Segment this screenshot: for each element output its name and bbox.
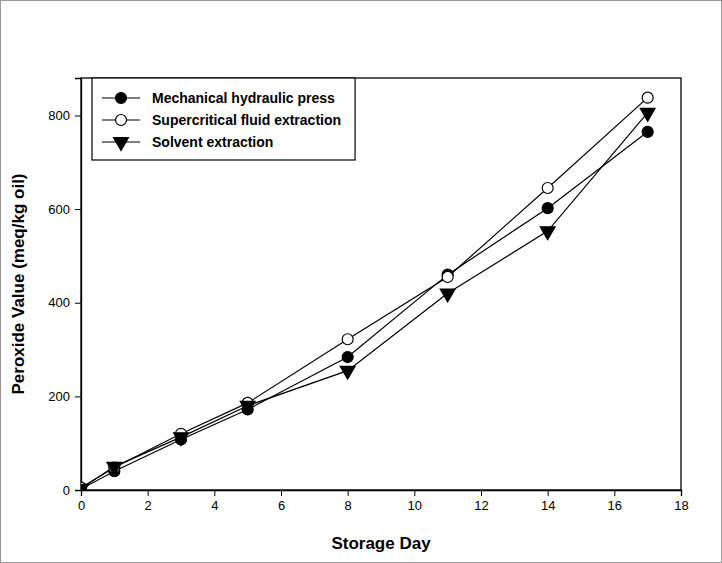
series-line xyxy=(81,132,648,489)
data-point xyxy=(542,183,553,194)
x-tick-label: 8 xyxy=(345,498,352,513)
x-tick-mark xyxy=(548,490,549,496)
y-axis: 0 200 400 600 800 xyxy=(48,79,81,498)
legend: Mechanical hydraulic press Supercritical … xyxy=(92,78,355,160)
y-tick: 200 xyxy=(48,389,81,404)
y-tick-label: 200 xyxy=(48,389,70,404)
x-tick-label: 14 xyxy=(541,498,555,513)
x-tick-mark xyxy=(148,490,149,496)
plot-frame xyxy=(81,78,681,490)
x-tick-label: 10 xyxy=(408,498,422,513)
y-tick: 800 xyxy=(48,108,81,123)
y-tick-label: 800 xyxy=(48,108,70,123)
y-tick-mark xyxy=(75,490,81,491)
data-point xyxy=(442,271,453,282)
data-point xyxy=(174,433,189,446)
legend-label: Solvent extraction xyxy=(152,134,273,150)
legend-label: Mechanical hydraulic press xyxy=(152,90,335,106)
x-tick-mark xyxy=(214,490,215,496)
x-tick-label: 2 xyxy=(145,498,152,513)
x-tick-label: 0 xyxy=(78,498,85,513)
x-tick: 8 xyxy=(345,490,352,513)
legend-marker xyxy=(114,138,129,151)
x-tick-label: 18 xyxy=(674,498,688,513)
x-tick-label: 6 xyxy=(278,498,285,513)
y-tick: 400 xyxy=(48,295,81,310)
series-line xyxy=(81,113,648,489)
data-point xyxy=(642,126,653,137)
y-tick: 600 xyxy=(48,202,81,217)
x-axis-line xyxy=(82,491,682,497)
chart: 0 2 4 6 8 10 12 14 16 18 0 200 400 600 800 Mechanical h… xyxy=(0,0,722,563)
x-tick: 6 xyxy=(278,490,285,513)
y-axis-title: Peroxide Value (meq/kg oil) xyxy=(9,173,28,394)
x-tick-mark xyxy=(681,490,682,496)
data-point xyxy=(642,92,653,103)
data-point xyxy=(240,401,255,414)
x-axis-title: Storage Day xyxy=(331,534,431,553)
legend-label: Supercritical fluid extraction xyxy=(152,112,341,128)
y-tick-label: 0 xyxy=(63,483,70,498)
data-point xyxy=(81,484,88,490)
x-tick: 0 xyxy=(78,490,85,513)
x-tick: 4 xyxy=(211,490,218,513)
plot: 0 2 4 6 8 10 12 14 16 18 0 200 400 600 800 Mechanical h… xyxy=(48,78,688,513)
y-tick-mark xyxy=(75,209,81,210)
x-tick-label: 12 xyxy=(474,498,488,513)
x-tick: 16 xyxy=(608,490,622,513)
x-tick: 10 xyxy=(408,490,422,513)
x-tick-label: 16 xyxy=(608,498,622,513)
x-tick-mark xyxy=(348,490,349,496)
data-point xyxy=(640,108,655,121)
x-tick-mark xyxy=(281,490,282,496)
y-tick-label: 600 xyxy=(48,202,70,217)
legend-marker xyxy=(116,93,127,104)
legend-marker xyxy=(116,115,127,126)
data-point xyxy=(342,334,353,345)
data-point xyxy=(540,227,555,240)
x-axis: 0 2 4 6 8 10 12 14 16 18 xyxy=(78,490,689,513)
y-tick-mark xyxy=(75,115,81,116)
x-tick-mark xyxy=(614,490,615,496)
y-tick-mark xyxy=(75,303,81,304)
y-tick: 0 xyxy=(63,483,81,498)
data-point xyxy=(542,203,553,214)
figure-border xyxy=(1,1,722,563)
data-point xyxy=(342,352,353,363)
x-tick: 2 xyxy=(145,490,152,513)
x-tick: 12 xyxy=(474,490,488,513)
data-point xyxy=(440,289,455,302)
data-point xyxy=(107,462,122,475)
x-tick: 14 xyxy=(541,490,555,513)
legend-box xyxy=(92,78,355,160)
x-tick-label: 4 xyxy=(211,498,218,513)
x-tick: 18 xyxy=(674,490,688,513)
x-tick-mark xyxy=(414,490,415,496)
data-point xyxy=(340,366,355,379)
y-tick-mark xyxy=(75,396,81,397)
x-tick-mark xyxy=(481,490,482,496)
y-tick-label: 400 xyxy=(48,295,70,310)
